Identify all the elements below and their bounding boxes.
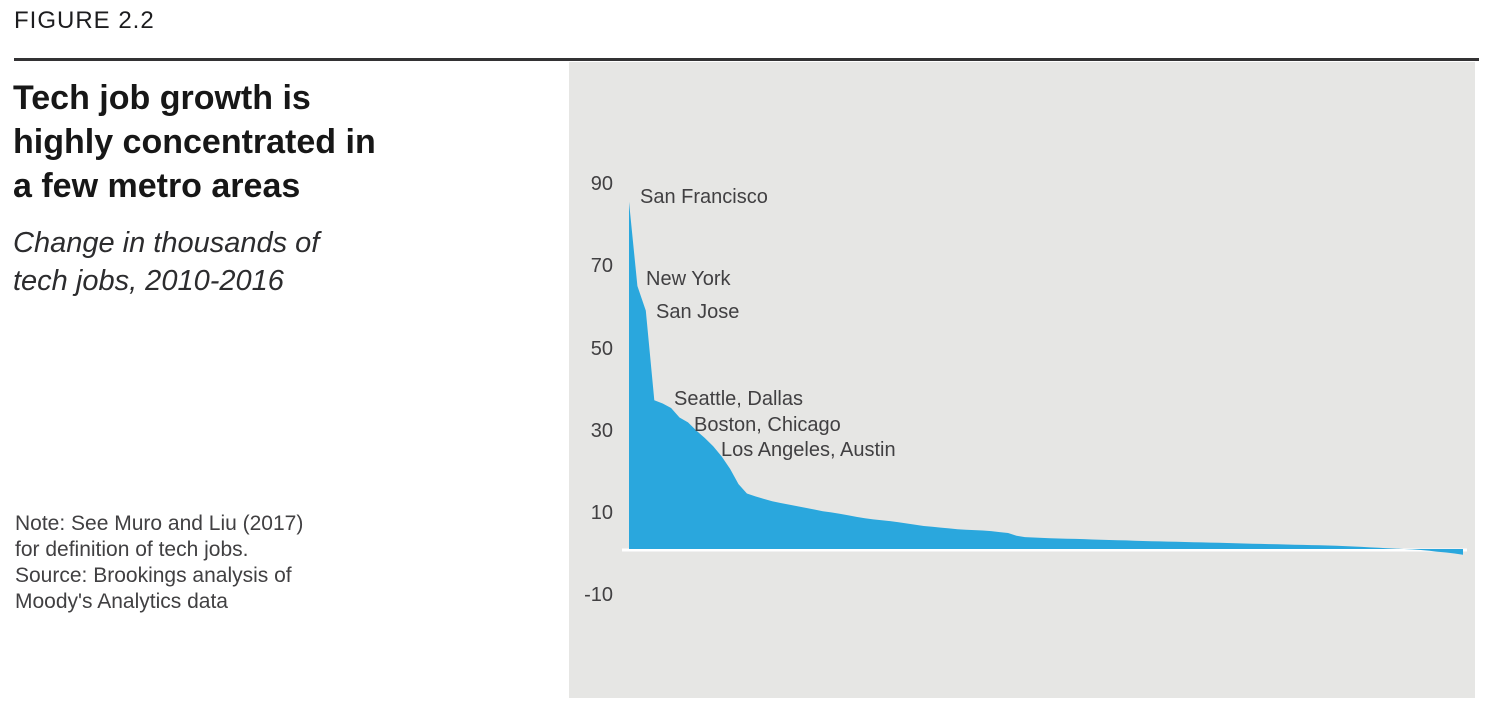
area-chart <box>622 201 1467 555</box>
chart-panel: 90 70 50 30 10 -10 San Francisco New York San J… <box>569 62 1475 698</box>
chart-subtitle: Change in thousands of tech jobs, 2010-2… <box>13 227 320 297</box>
figure-number-label: FIGURE 2.2 <box>14 7 155 34</box>
header-rule <box>14 58 1479 61</box>
y-axis-tick-90: 90 <box>590 173 613 196</box>
metro-label-new-york: New York <box>646 268 731 290</box>
chart-title: Tech job growth is highly concentrated i… <box>13 79 376 205</box>
metro-label-los-angeles-austin: Los Angeles, Austin <box>721 439 896 461</box>
metro-label-boston-chicago: Boston, Chicago <box>694 414 841 436</box>
y-axis-tick--10: -10 <box>584 584 613 607</box>
metro-label-seattle-dallas: Seattle, Dallas <box>674 388 803 410</box>
metro-label-san-jose: San Jose <box>656 301 740 323</box>
zero-baseline <box>622 548 1467 552</box>
metro-label-san-francisco: San Francisco <box>640 186 768 208</box>
y-axis-tick-70: 70 <box>590 255 613 278</box>
source-note: Note: See Muro and Liu (2017) for defini… <box>15 512 304 613</box>
tech-jobs-area-series <box>629 201 1463 555</box>
y-axis-tick-10: 10 <box>590 501 613 524</box>
y-axis-tick-30: 30 <box>590 419 613 442</box>
y-axis-tick-50: 50 <box>590 337 613 360</box>
